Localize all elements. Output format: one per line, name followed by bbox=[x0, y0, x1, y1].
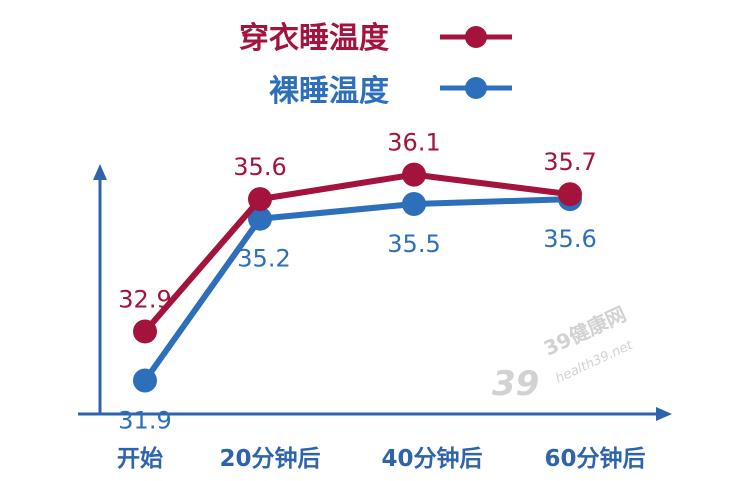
data-point-clothed bbox=[558, 182, 582, 207]
data-label-naked: 35.6 bbox=[543, 225, 596, 253]
series-line-clothed bbox=[142, 171, 573, 335]
legend: 穿衣睡温度 裸睡温度 bbox=[239, 21, 512, 109]
legend-label-naked: 裸睡温度 bbox=[269, 74, 389, 109]
x-tick-label: 20分钟后 bbox=[219, 446, 320, 472]
data-label-clothed: 35.6 bbox=[233, 153, 286, 181]
data-point-clothed bbox=[402, 162, 426, 187]
legend-marker-clothed bbox=[465, 26, 487, 48]
x-tick-label: 60分钟后 bbox=[544, 446, 645, 472]
watermark: 39 39健康网 health39.net bbox=[492, 302, 636, 404]
legend-item-naked: 裸睡温度 bbox=[269, 74, 512, 109]
data-point-naked bbox=[248, 206, 272, 231]
x-tick-label: 40分钟后 bbox=[381, 446, 482, 472]
data-label-clothed: 36.1 bbox=[387, 129, 440, 157]
data-point-naked bbox=[133, 368, 157, 393]
legend-marker-naked bbox=[465, 77, 487, 99]
data-label-clothed: 32.9 bbox=[118, 285, 171, 313]
watermark-logo: 39 bbox=[492, 364, 539, 404]
axes bbox=[78, 164, 672, 421]
x-tick-labels: 开始 20分钟后 40分钟后 60分钟后 bbox=[117, 445, 646, 472]
data-label-naked: 35.2 bbox=[237, 245, 290, 273]
series-line-naked bbox=[142, 196, 573, 384]
data-point-clothed bbox=[248, 187, 272, 212]
legend-label-clothed: 穿衣睡温度 bbox=[239, 21, 389, 56]
data-label-naked: 31.9 bbox=[118, 406, 171, 434]
data-label-naked: 35.5 bbox=[387, 230, 440, 258]
legend-item-clothed: 穿衣睡温度 bbox=[239, 21, 512, 56]
series-layer: 31.9 35.2 35.5 35.6 32.9 35.6 36.1 35.7 bbox=[118, 129, 596, 435]
x-tick-label: 开始 bbox=[117, 445, 163, 472]
data-point-clothed bbox=[133, 319, 157, 344]
y-axis-arrow bbox=[93, 164, 107, 180]
data-label-clothed: 35.7 bbox=[543, 148, 596, 176]
x-axis-arrow bbox=[656, 407, 672, 421]
data-point-naked bbox=[402, 192, 426, 217]
